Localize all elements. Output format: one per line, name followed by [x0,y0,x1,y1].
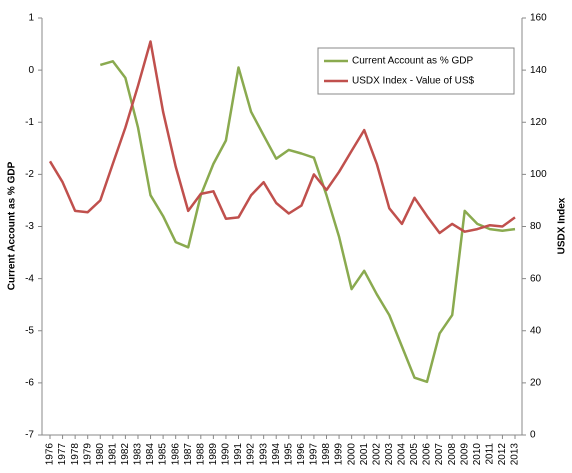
series-line [99,60,516,384]
y2-axis-title: USDX Index [557,197,568,254]
y-tick-label: -2 [25,169,34,180]
x-tick-label: 2003 [384,443,395,466]
x-tick-label: 2011 [485,443,496,465]
y2-tick-label: 60 [530,273,542,284]
x-tick-label: 1982 [120,443,131,466]
x-tick-label: 1990 [221,443,232,466]
x-tick-label: 2012 [497,443,508,466]
legend-label: USDX Index - Value of US$ [352,76,475,87]
y2-tick-label: 160 [530,13,547,24]
x-tick-label: 1976 [45,443,56,466]
x-tick-label: 2007 [434,443,445,466]
x-tick-label: 2010 [472,443,483,466]
y2-tick-label: 20 [530,378,542,389]
x-tick-label: 1986 [170,443,181,466]
y-tick-label: 1 [28,13,34,24]
y-axis-title: Current Account as % GDP [7,161,18,290]
x-tick-label: 2013 [510,443,521,466]
y-tick-label: -3 [25,221,34,232]
y2-tick-label: 0 [530,430,536,441]
x-tick-label: 1978 [70,443,81,466]
y2-tick-label: 100 [530,169,547,180]
y-tick-label: -1 [25,117,34,128]
series-line [48,40,516,235]
y2-tick-label: 40 [530,325,542,336]
x-tick-label: 1980 [95,443,106,466]
x-tick-label: 1997 [309,443,320,466]
x-tick-label: 1981 [107,443,118,466]
legend-box [317,47,515,95]
y-tick-label: -4 [25,273,34,284]
x-tick-label: 1983 [133,443,144,466]
x-tick-label: 2000 [346,443,357,466]
x-tick-label: 1987 [183,443,194,466]
x-tick-label: 1995 [283,443,294,466]
y-tick-label: 0 [28,65,34,76]
x-tick-label: 1984 [145,443,156,466]
legend-label: Current Account as % GDP [352,56,473,67]
x-tick-label: 2001 [359,443,370,466]
x-tick-label: 1992 [246,443,257,466]
x-tick-label: 1988 [195,443,206,466]
y2-tick-label: 80 [530,221,542,232]
x-tick-label: 2004 [397,443,408,466]
y2-tick-label: 140 [530,65,547,76]
x-tick-label: 1977 [57,443,68,466]
x-tick-label: 1994 [271,443,282,466]
x-tick-label: 1999 [334,443,345,466]
x-tick-label: 2005 [409,443,420,466]
x-tick-label: 1989 [208,443,219,466]
x-tick-label: 2002 [371,443,382,466]
y-tick-label: -7 [25,430,34,441]
x-tick-label: 1998 [321,443,332,466]
x-tick-label: 1985 [158,443,169,466]
y-tick-label: -6 [25,378,34,389]
x-tick-label: 2009 [459,443,470,466]
x-tick-label: 2008 [447,443,458,466]
y-tick-label: -5 [25,325,34,336]
y2-tick-label: 120 [530,117,547,128]
x-tick-label: 2006 [422,443,433,466]
x-tick-label: 1993 [258,443,269,466]
x-tick-label: 1979 [82,443,93,466]
x-tick-label: 1991 [233,443,244,466]
x-tick-label: 1996 [296,443,307,466]
